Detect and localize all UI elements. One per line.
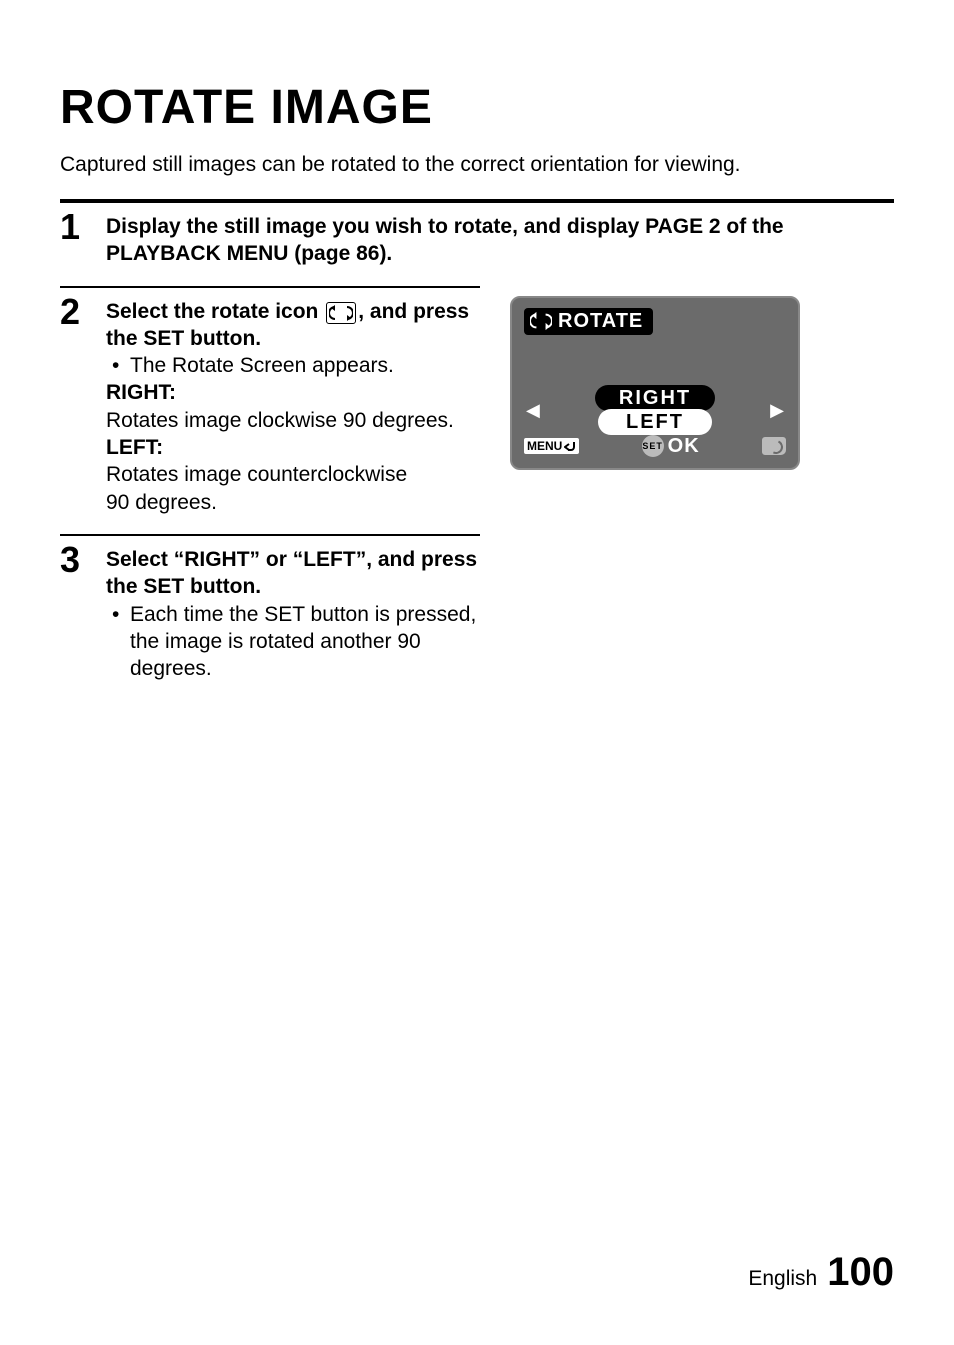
left-description: Rotates image counterclockwise 90 degree… xyxy=(106,461,480,516)
menu-label: MENU xyxy=(527,439,562,453)
lcd-bottom-bar: MENU SET OK xyxy=(524,435,786,458)
step-3-instruction: Select “RIGHT” or “LEFT”, and press the … xyxy=(106,548,477,598)
lcd-title: ROTATE xyxy=(524,308,653,335)
lcd-screen: ROTATE RIGHT LEFT ◀ ▶ MENU SET xyxy=(510,296,800,470)
menu-badge[interactable]: MENU xyxy=(524,438,579,454)
footer-page-number: 100 xyxy=(827,1250,894,1295)
step-2: 2 Select the rotate icon , and press the… xyxy=(60,292,480,516)
divider xyxy=(60,534,480,536)
rotate-icon xyxy=(326,302,356,324)
divider xyxy=(60,199,894,203)
back-arrow-icon xyxy=(564,440,576,452)
page-footer: English 100 xyxy=(748,1250,894,1295)
lcd-options: RIGHT LEFT xyxy=(524,385,786,435)
step-2-bullet: The Rotate Screen appears. xyxy=(130,352,480,379)
intro-text: Captured still images can be rotated to … xyxy=(60,153,894,177)
rotate-icon xyxy=(530,311,552,331)
lcd-title-text: ROTATE xyxy=(558,310,643,333)
bullet-dot: • xyxy=(106,601,130,683)
footer-language: English xyxy=(748,1267,817,1291)
lcd-option-left[interactable]: LEFT xyxy=(598,409,712,435)
left-label: LEFT: xyxy=(106,436,163,459)
page-title: ROTATE IMAGE xyxy=(60,80,894,135)
step-1: 1 Display the still image you wish to ro… xyxy=(60,207,894,268)
step-3: 3 Select “RIGHT” or “LEFT”, and press th… xyxy=(60,540,480,682)
step-2-instruction-a: Select the rotate icon xyxy=(106,300,324,323)
divider xyxy=(60,286,480,288)
set-icon: SET xyxy=(642,435,664,457)
step-2-number: 2 xyxy=(60,292,106,516)
card-icon xyxy=(762,437,786,455)
step-3-number: 3 xyxy=(60,540,106,682)
lcd-option-right[interactable]: RIGHT xyxy=(595,385,715,411)
right-label: RIGHT: xyxy=(106,381,176,404)
step-1-number: 1 xyxy=(60,207,106,268)
lcd-title-bar: ROTATE xyxy=(524,308,786,335)
step-1-instruction: Display the still image you wish to rota… xyxy=(106,215,784,265)
step-3-bullet: Each time the SET button is pressed, the… xyxy=(130,601,480,683)
right-description: Rotates image clockwise 90 degrees. xyxy=(106,407,480,434)
ok-label: OK xyxy=(668,435,700,458)
bullet-dot: • xyxy=(106,352,130,379)
ok-group[interactable]: SET OK xyxy=(642,435,700,458)
